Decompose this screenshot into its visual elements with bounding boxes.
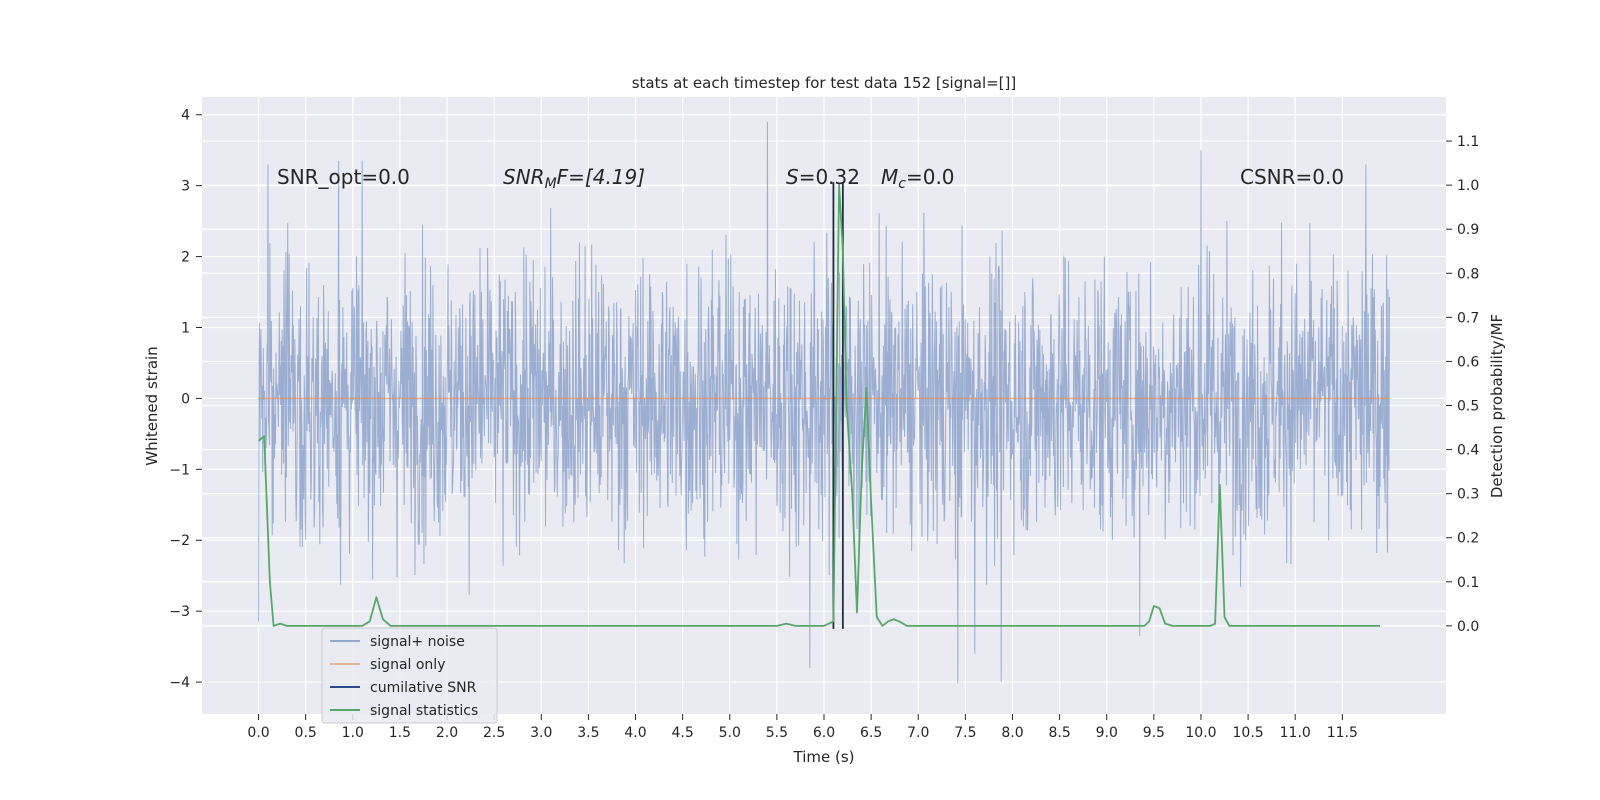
left-y-tick-label: 3 (181, 179, 190, 195)
y2-axis-label: Detection probability/MF (1488, 314, 1506, 498)
x-ticks: 0.0 0.5 1.0 1.5 2.0 2.5 3.0 3.5 4.0 4.5 5.0 5.5 6.0 6… (247, 714, 1358, 741)
legend: signal+ noise signal only cumilative SNR… (321, 627, 498, 724)
series-layer (257, 121, 1390, 684)
x-tick-label: 10.0 (1185, 725, 1216, 741)
x-tick-label: 4.0 (624, 725, 646, 741)
x-tick-label: 10.5 (1233, 725, 1264, 741)
x-tick-label: 11.5 (1327, 725, 1358, 741)
x-tick-label: 2.0 (436, 725, 458, 741)
left-y-ticks: 4 3 2 1 0 −1 −2 −3 −4 (169, 108, 202, 691)
annotation-s-var: S (786, 165, 799, 189)
right-y-tick-label: 0.4 (1457, 443, 1479, 459)
left-y-tick-label: −1 (169, 462, 190, 478)
right-y-tick-label: 0.5 (1457, 399, 1479, 415)
annotation-mc-rest: =0.0 (906, 165, 955, 189)
right-y-tick-label: 0.0 (1457, 619, 1479, 635)
right-y-tick-label: 0.6 (1457, 354, 1479, 370)
annotation-mc-sub: c (898, 176, 906, 192)
legend-label-signal-statistics: signal statistics (370, 703, 478, 719)
left-y-tick-label: −2 (169, 533, 190, 549)
annotation-snr-opt: SNR_opt=0.0 (277, 165, 410, 189)
x-tick-label: 8.5 (1048, 725, 1070, 741)
right-y-tick-label: 0.2 (1457, 531, 1479, 547)
annotation-snr-mf: SNRMF=[4.19] (503, 165, 645, 192)
left-y-tick-label: −3 (169, 604, 190, 620)
x-tick-label: 5.0 (719, 725, 741, 741)
chart-title: stats at each timestep for test data 152… (632, 74, 1017, 92)
signal-noise-line (258, 121, 1390, 684)
x-tick-label: 5.5 (766, 725, 788, 741)
legend-label-signal-noise: signal+ noise (370, 634, 465, 650)
x-tick-label: 9.5 (1143, 725, 1165, 741)
x-tick-label: 0.5 (295, 725, 317, 741)
x-tick-label: 7.0 (907, 725, 929, 741)
annotation-csnr: CSNR=0.0 (1240, 165, 1344, 189)
x-tick-label: 3.0 (530, 725, 552, 741)
x-tick-label: 0.0 (247, 725, 269, 741)
right-y-tick-label: 0.7 (1457, 310, 1479, 326)
annotation-snr-mf-var: SNR (503, 165, 545, 189)
x-tick-label: 7.5 (954, 725, 976, 741)
x-tick-label: 1.5 (389, 725, 411, 741)
left-y-tick-label: 4 (181, 108, 190, 124)
left-y-tick-label: −4 (169, 675, 190, 691)
annotation-snr-mf-sub: M (545, 176, 557, 192)
x-axis-label: Time (s) (793, 748, 855, 766)
right-y-ticks: 1.1 1.0 0.9 0.8 0.7 0.6 0.5 0.4 0.3 0.2 0.1 0.0 (1446, 134, 1479, 635)
x-tick-label: 1.0 (342, 725, 364, 741)
x-tick-label: 11.0 (1280, 725, 1311, 741)
legend-label-signal-only: signal only (370, 657, 445, 673)
x-tick-label: 6.0 (813, 725, 835, 741)
legend-label-cumulative-snr: cumilative SNR (370, 680, 477, 696)
left-y-tick-label: 0 (181, 391, 190, 407)
x-tick-label: 4.5 (672, 725, 694, 741)
annotation-s: S=0.32 (786, 165, 860, 189)
y-axis-label: Whitened strain (143, 346, 161, 465)
signal-statistics-line (257, 184, 1381, 627)
right-y-tick-label: 1.1 (1457, 134, 1479, 150)
annotation-mc: Mc=0.0 (881, 165, 955, 192)
right-y-tick-label: 0.8 (1457, 266, 1479, 282)
right-y-tick-label: 1.0 (1457, 178, 1479, 194)
annotation-s-rest: =0.32 (799, 165, 860, 189)
legend-box (321, 627, 498, 724)
x-tick-label: 9.0 (1096, 725, 1118, 741)
left-y-tick-label: 1 (181, 320, 190, 336)
right-y-tick-label: 0.9 (1457, 222, 1479, 238)
right-y-tick-label: 0.1 (1457, 575, 1479, 591)
left-y-tick-label: 2 (181, 250, 190, 266)
right-y-tick-label: 0.3 (1457, 487, 1479, 503)
annotation-snr-mf-rest: F=[4.19] (557, 165, 645, 189)
annotation-mc-var: M (881, 165, 898, 189)
x-tick-label: 3.5 (577, 725, 599, 741)
x-tick-label: 2.5 (483, 725, 505, 741)
x-tick-label: 8.0 (1001, 725, 1023, 741)
x-tick-label: 6.5 (860, 725, 882, 741)
